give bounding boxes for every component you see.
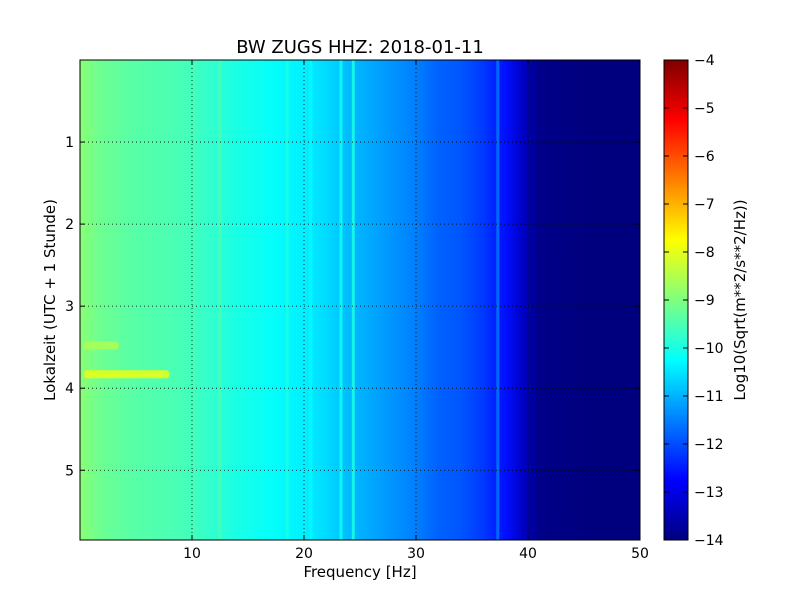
hotspot-band — [83, 370, 170, 379]
plot-frame — [79, 59, 641, 541]
x-tick-label: 30 — [407, 546, 425, 562]
x-axis-ticks: 10 20 30 40 50 — [183, 60, 649, 562]
spectral-line — [351, 60, 355, 540]
plot-area — [79, 59, 641, 541]
spectral-line — [285, 60, 289, 540]
hotspot-band — [83, 341, 120, 350]
y-tick-label: 3 — [65, 299, 74, 315]
y-axis-label: Lokalzeit (UTC + 1 Stunde) — [41, 199, 59, 401]
x-tick-label: 10 — [183, 546, 201, 562]
x-tick-label: 20 — [295, 546, 313, 562]
colorbar-tick-label: −13 — [694, 485, 724, 501]
spectral-line — [496, 60, 500, 540]
y-tick-label: 5 — [65, 463, 74, 479]
x-axis-label: Frequency [Hz] — [303, 563, 416, 581]
colorbar-tick-label: −9 — [694, 293, 715, 309]
colorbar-tick-label: −8 — [694, 245, 715, 261]
colorbar-tick-label: −14 — [694, 533, 724, 549]
x-tick-label: 40 — [519, 546, 537, 562]
colorbar-tick-label: −6 — [694, 149, 715, 165]
y-tick-label: 4 — [65, 381, 74, 397]
y-tick-label: 2 — [65, 217, 74, 233]
colorbar-tick-label: −10 — [694, 341, 724, 357]
colorbar-tick-label: −12 — [694, 437, 724, 453]
colorbar: −4 −5 −6 −7 −8 −9 −10 −11 −12 −13 −14 Log10(Sqrt(m… — [663, 53, 749, 549]
spectrogram-background — [80, 60, 640, 540]
colorbar-tick-label: −7 — [694, 197, 715, 213]
colorbar-ticks: −4 −5 −6 −7 −8 −9 −10 −11 −12 −13 −14 — [664, 53, 724, 549]
colorbar-tick-label: −5 — [694, 101, 715, 117]
spectral-features — [83, 60, 500, 540]
chart-title: BW ZUGS HHZ: 2018-01-11 — [236, 37, 484, 58]
colorbar-tick-label: −11 — [694, 389, 724, 405]
gridlines — [80, 60, 640, 540]
colorbar-label: Log10(Sqrt(m**2/s**2/Hz)) — [731, 199, 749, 400]
spectral-line — [339, 60, 343, 540]
y-tick-label: 1 — [65, 135, 74, 151]
y-axis-ticks: 1 2 3 4 5 — [65, 135, 640, 479]
x-tick-label: 50 — [631, 546, 649, 562]
spectral-line — [309, 60, 313, 540]
spectral-line — [218, 60, 222, 540]
colorbar-tick-label: −4 — [694, 53, 715, 69]
